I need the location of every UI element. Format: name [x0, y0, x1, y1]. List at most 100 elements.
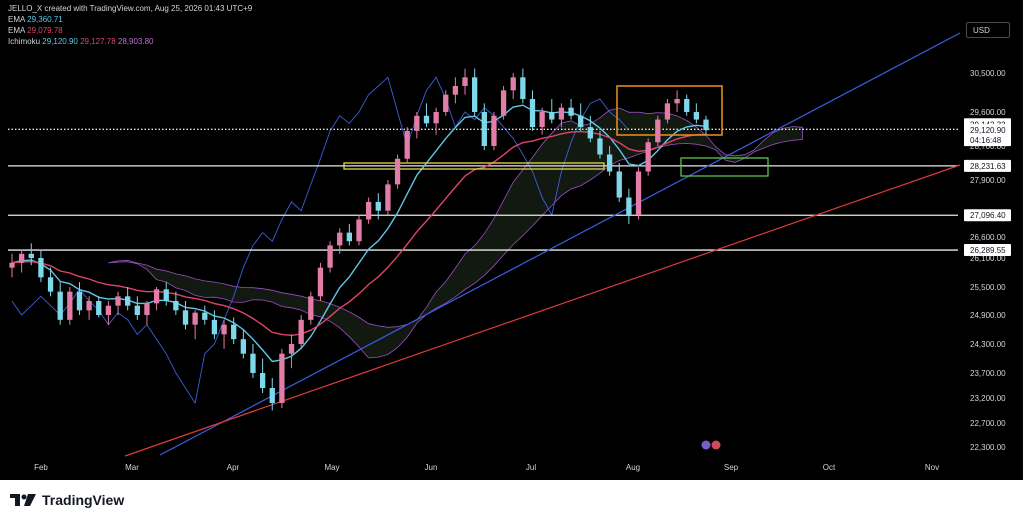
- candle-body: [67, 291, 73, 320]
- candle-body: [606, 154, 613, 172]
- ema-fast-value: 29,360.71: [27, 15, 63, 24]
- candle-body: [703, 119, 709, 131]
- x-axis-tick-label: Aug: [626, 463, 640, 472]
- candle-body: [375, 201, 381, 211]
- candle-body: [549, 112, 555, 120]
- current-price-text: 29,120.90: [970, 126, 1006, 135]
- level-price-tag-text: 28,231.63: [970, 162, 1006, 171]
- currency-selector[interactable]: USD: [966, 22, 1010, 38]
- candle-body: [385, 184, 391, 211]
- ema-fast-legend[interactable]: EMA 29,360.71: [8, 14, 252, 25]
- candle-body: [115, 296, 121, 306]
- candle-body: [423, 115, 430, 124]
- y-axis-tick-label: 24,900.00: [970, 311, 1006, 320]
- ichimoku-label: Ichimoku: [8, 37, 41, 46]
- y-axis-tick-label: 27,900.00: [970, 176, 1006, 185]
- y-axis-tick-label: 26,600.00: [970, 233, 1006, 242]
- x-axis-tick-label: Mar: [125, 463, 139, 472]
- candle-body: [308, 296, 314, 320]
- level-price-tag-text: 26,289.55: [970, 246, 1006, 255]
- y-axis-tick-label: 26,100.00: [970, 254, 1006, 263]
- candle-body: [443, 94, 449, 112]
- attribution-text: JELLO_X created with TradingView.com, Au…: [8, 4, 253, 13]
- candle-body: [452, 86, 459, 95]
- candle-body: [221, 324, 227, 335]
- candle-body: [365, 201, 372, 220]
- candle-body: [655, 119, 661, 143]
- candle-body: [240, 339, 246, 354]
- candle-body: [317, 267, 324, 297]
- y-axis-tick-label: 29,600.00: [970, 108, 1006, 117]
- candle-body: [500, 90, 507, 116]
- ema-slow-legend[interactable]: EMA 29,079.78: [8, 25, 252, 36]
- ema-slow-label: EMA: [8, 26, 25, 35]
- candle-body: [288, 344, 295, 354]
- level-price-tag: [964, 159, 1011, 172]
- candle-body: [472, 77, 478, 112]
- candle-body: [529, 99, 536, 128]
- ichimoku-cloud: [108, 107, 803, 359]
- candle-body: [626, 197, 632, 216]
- candle-body: [664, 103, 671, 120]
- candle-body: [568, 107, 574, 116]
- y-axis-tick-label: 23,700.00: [970, 369, 1006, 378]
- price-chart[interactable]: 30,500.00 29,600.00 28,700.00 27,900.00 26,6…: [0, 0, 1023, 480]
- x-axis-tick-label: Jul: [526, 463, 536, 472]
- candle-body: [635, 171, 642, 216]
- candle-body: [250, 353, 256, 373]
- tradingview-logo-icon: [10, 494, 36, 506]
- ichimoku-legend[interactable]: Ichimoku 29,120.90 29,127.78 28,903.80: [8, 36, 252, 47]
- candle-body: [38, 258, 44, 278]
- candle-body: [539, 112, 545, 128]
- candle-body: [202, 312, 208, 320]
- candle-body: [269, 388, 275, 403]
- target-zone-box-green: [680, 157, 769, 177]
- x-axis-tick-label: Feb: [34, 463, 48, 472]
- ema-fast-label: EMA: [8, 15, 25, 24]
- tradingview-logo[interactable]: TradingView: [10, 491, 124, 509]
- candle-body: [481, 112, 487, 146]
- candle-body: [491, 115, 497, 146]
- y-axis-tick-label: 22,300.00: [970, 443, 1006, 452]
- candle-body: [616, 171, 622, 198]
- x-axis-tick-label: Apr: [227, 463, 240, 472]
- candle-body: [558, 107, 565, 120]
- candle-body: [9, 262, 15, 268]
- candle-body: [28, 253, 34, 258]
- candle-body: [86, 301, 92, 311]
- x-axis-tick-label: Oct: [823, 463, 836, 472]
- candle-body: [520, 77, 526, 99]
- support-zone-box-yellow: [343, 162, 605, 170]
- candle-body: [645, 142, 651, 172]
- candle-body: [192, 312, 198, 325]
- candle-body: [231, 324, 237, 340]
- tradingview-brand-text: TradingView: [42, 492, 125, 508]
- level-price-tag: [964, 209, 1011, 222]
- candle-body: [125, 296, 131, 306]
- countdown-text: 04:16:48: [970, 136, 1002, 145]
- candle-body: [47, 277, 54, 292]
- candle-body: [211, 319, 218, 335]
- y-axis-tick-label: 30,500.00: [970, 69, 1006, 78]
- level-price-tag-text: 27,096.40: [970, 211, 1006, 220]
- x-axis-tick-label: Nov: [925, 463, 939, 472]
- candle-body: [674, 99, 680, 104]
- candle-body: [394, 158, 401, 185]
- candle-body: [163, 289, 169, 301]
- candle-body: [337, 232, 343, 246]
- chart-header: JELLO_X created with TradingView.com, Au…: [8, 3, 252, 47]
- chart-area[interactable]: 30,500.00 29,600.00 28,700.00 27,900.00 26,6…: [0, 0, 1023, 480]
- y-axis-tick-label: 23,200.00: [970, 394, 1006, 403]
- candle-body: [259, 373, 266, 388]
- candle-body: [346, 232, 353, 242]
- ichimoku-value-3: 28,903.80: [117, 37, 154, 46]
- candle-body: [404, 130, 410, 159]
- candle-body: [327, 245, 333, 268]
- candle-body: [57, 291, 63, 320]
- candle-body: [578, 115, 584, 128]
- y-axis-tick-label: 24,300.00: [970, 340, 1006, 349]
- candle-body: [684, 99, 690, 112]
- candle-body: [298, 319, 304, 344]
- candle-body: [76, 291, 83, 311]
- x-axis-tick-label: Jun: [425, 463, 438, 472]
